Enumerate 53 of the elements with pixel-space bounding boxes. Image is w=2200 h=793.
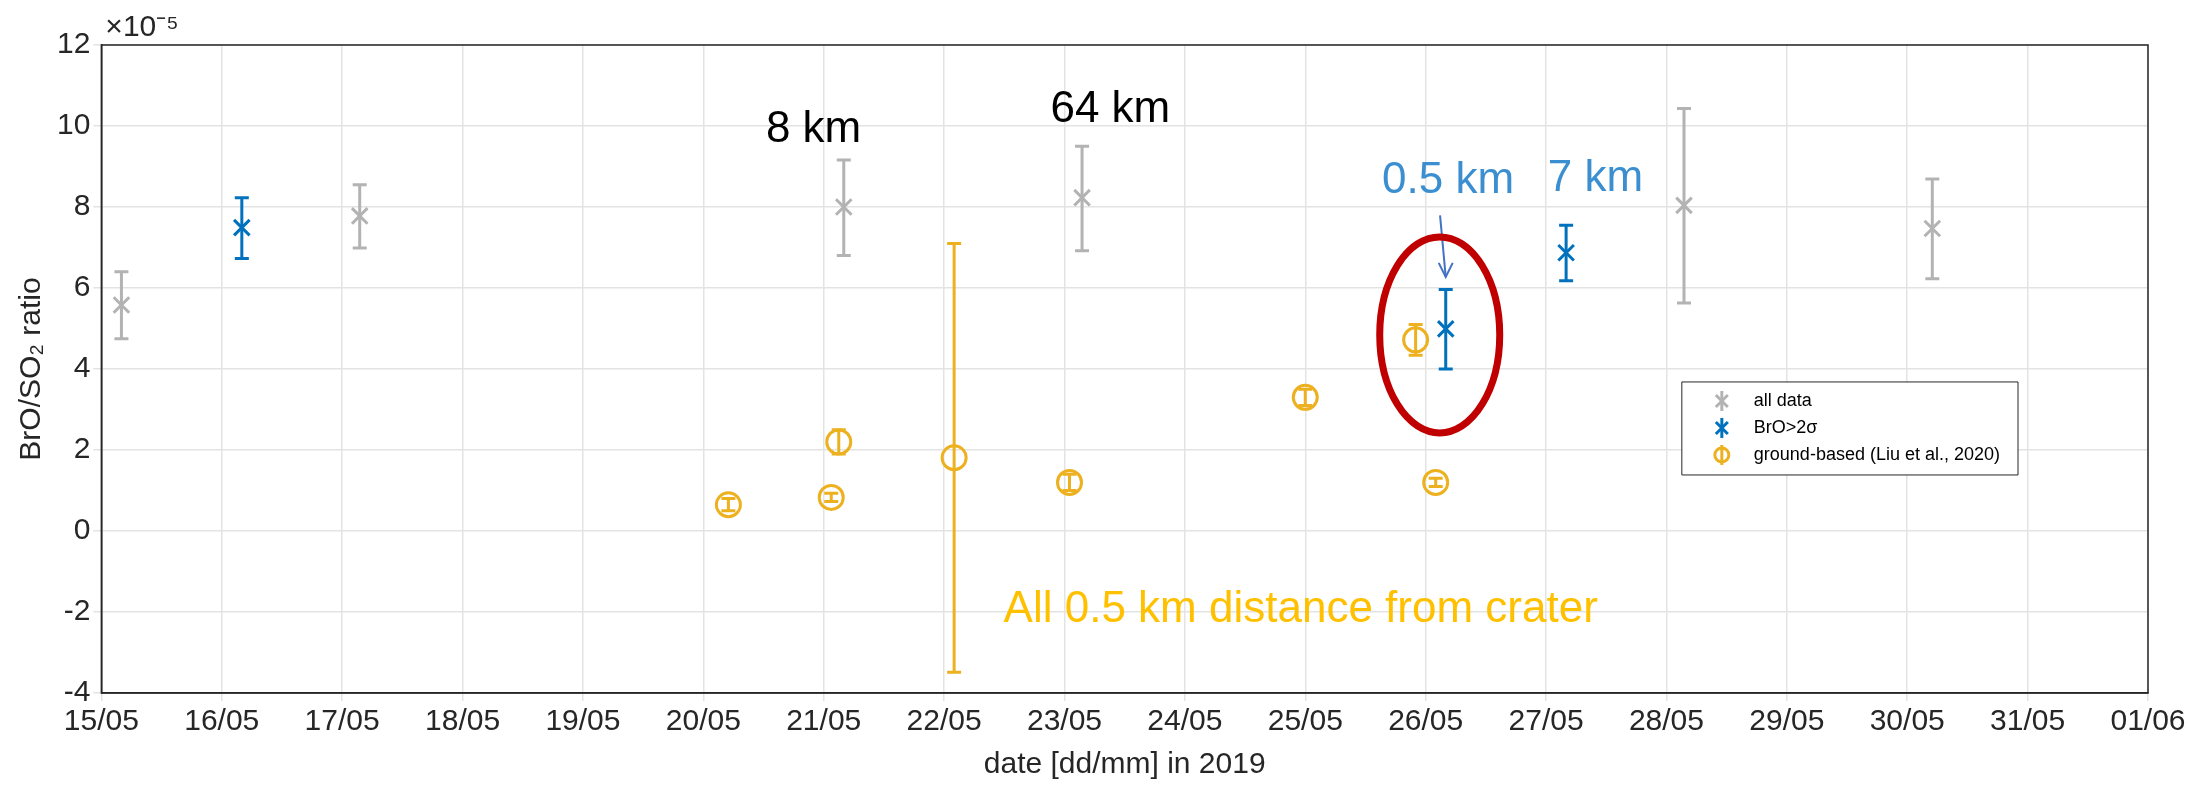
x-tick-label: 17/05 <box>304 703 380 737</box>
y-tick-label: 8 <box>73 188 91 222</box>
x-tick-label: 31/05 <box>1990 703 2066 737</box>
x-tick-label: 18/05 <box>425 703 501 737</box>
point <box>112 295 131 315</box>
legend-label: all data <box>1753 389 1813 410</box>
y-axis-title: BrO/SO₂ ratio <box>13 277 47 461</box>
point <box>1436 319 1455 339</box>
y-tick-label: 0 <box>73 512 91 546</box>
point <box>1072 188 1092 207</box>
point <box>1056 468 1084 496</box>
y-tick-label: -2 <box>63 593 91 627</box>
point <box>825 428 853 456</box>
y-tick-label: 2 <box>73 431 91 465</box>
point <box>1556 243 1576 263</box>
y-tick-label: 12 <box>56 26 91 60</box>
x-tick-label: 20/05 <box>665 703 741 737</box>
y-tick-label: 10 <box>56 107 91 141</box>
point <box>714 491 742 519</box>
x-tick-label: 19/05 <box>545 703 621 737</box>
x-tick-label: 24/05 <box>1147 703 1223 737</box>
x-tick-label: 25/05 <box>1267 703 1343 737</box>
annotation: 64 km <box>1050 81 1171 131</box>
y-tick-label: 6 <box>73 269 91 303</box>
legend-label: BrO>2σ <box>1753 416 1818 437</box>
x-tick-label: 28/05 <box>1628 703 1704 737</box>
x-tick-label: 27/05 <box>1508 703 1584 737</box>
x-tick-label: 26/05 <box>1388 703 1464 737</box>
text: ×10⁻⁵ <box>105 9 179 43</box>
point <box>940 444 968 472</box>
point <box>1422 468 1450 496</box>
point <box>1402 326 1430 354</box>
annotation: 0.5 km <box>1382 152 1515 202</box>
x-tick-label: 21/05 <box>786 703 862 737</box>
x-tick-label: 23/05 <box>1026 703 1103 737</box>
legend-label: ground-based (Liu et al., 2020) <box>1753 443 2001 464</box>
x-tick-label: 29/05 <box>1749 703 1825 737</box>
point <box>834 197 854 217</box>
x-tick-label: 30/05 <box>1869 703 1945 737</box>
annotation: All 0.5 km distance from crater <box>1003 581 1598 631</box>
x-tick-label: 22/05 <box>906 703 982 737</box>
point <box>1291 383 1319 411</box>
point <box>817 483 845 511</box>
y-tick-label: 4 <box>73 350 91 384</box>
point <box>350 206 369 226</box>
x-axis-title: date [dd/mm] in 2019 <box>983 746 1266 780</box>
point <box>232 218 252 237</box>
point <box>1674 196 1694 215</box>
annotation: 8 km <box>765 102 862 152</box>
point <box>1923 219 1942 238</box>
annotation: 7 km <box>1547 150 1644 200</box>
x-tick-label: 01/06 <box>2110 703 2186 737</box>
x-tick-label: 16/05 <box>184 703 260 737</box>
